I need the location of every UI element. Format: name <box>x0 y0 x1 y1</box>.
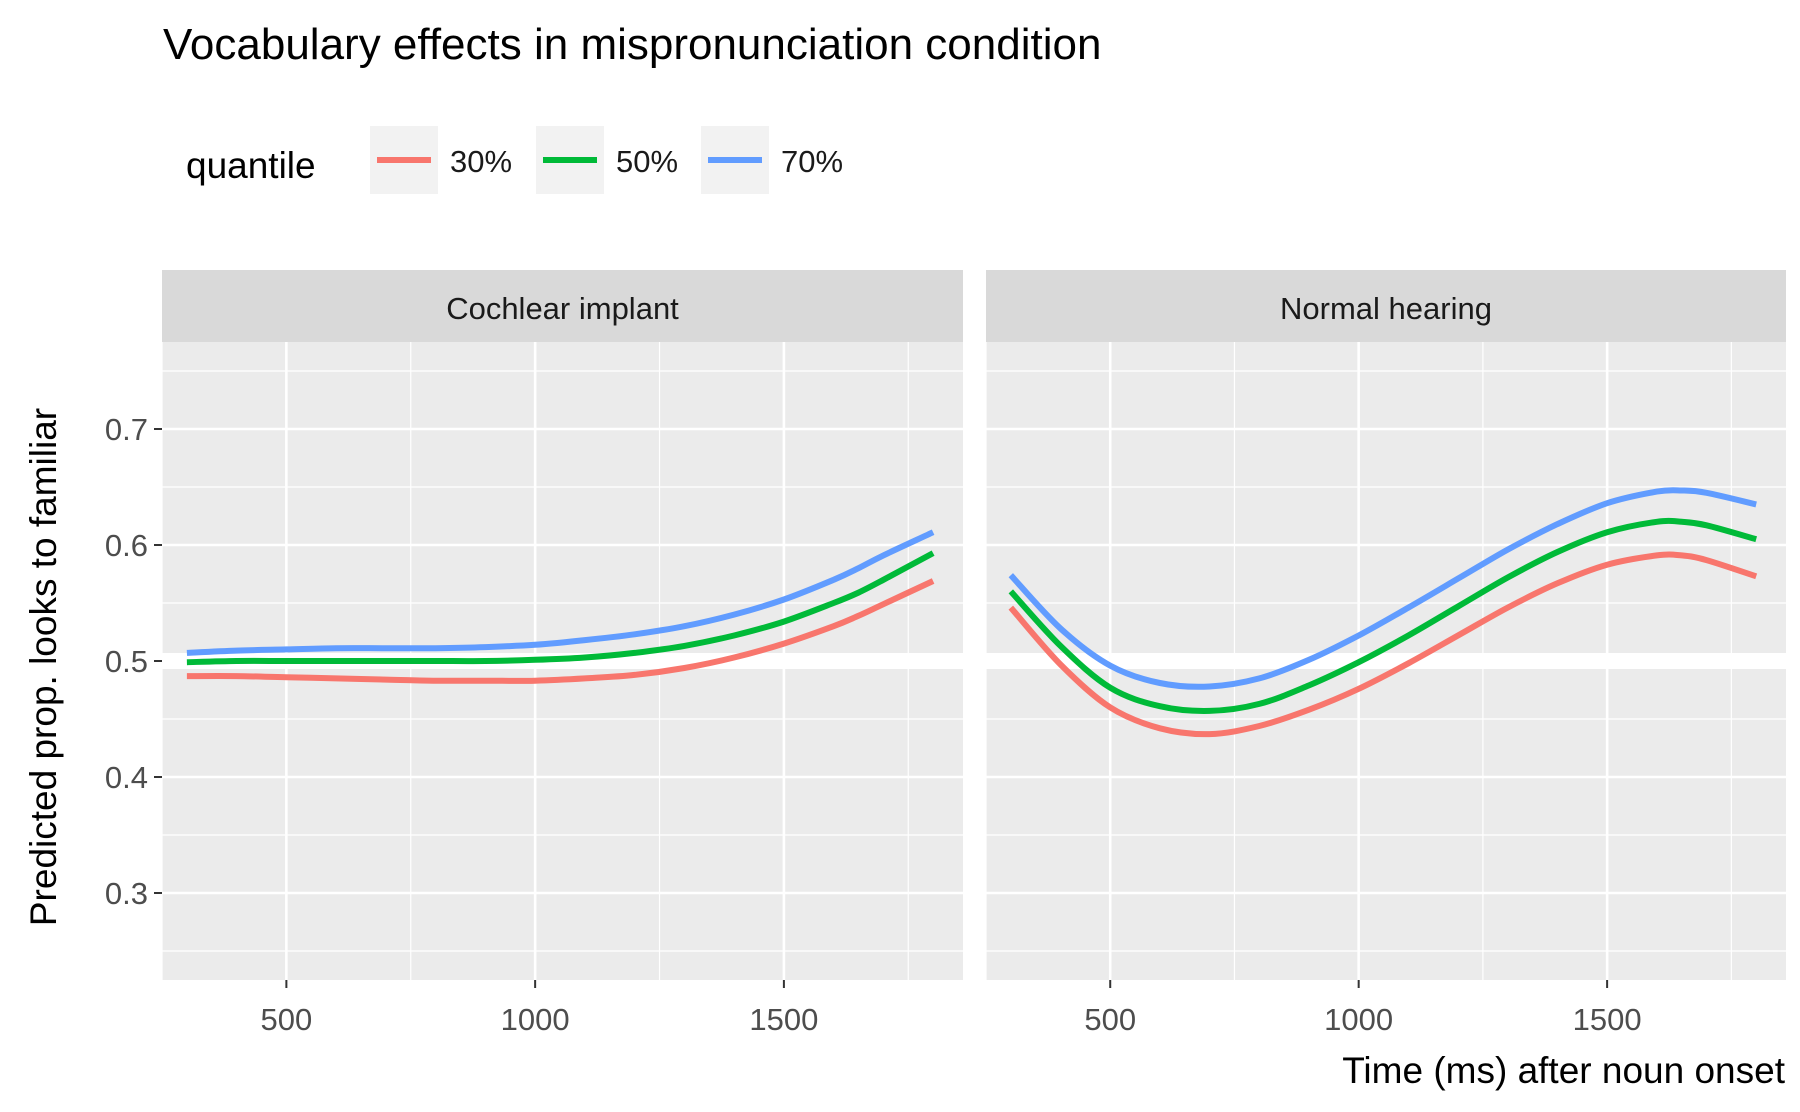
series-line <box>186 529 935 656</box>
series-line <box>1008 517 1758 714</box>
series-line <box>186 550 935 666</box>
series-line <box>1008 551 1758 738</box>
y-tick-label: 0.3 <box>105 876 148 911</box>
facet-panel: Cochlear implant 500 1000 1500 0.3 0.4 0.5 0.6 0… <box>105 270 963 1037</box>
y-tick-label: 0.5 <box>105 644 148 679</box>
facet-label: Normal hearing <box>1280 291 1492 326</box>
panels: Cochlear implant 500 1000 1500 0.3 0.4 0.5 0.6 0… <box>105 270 1786 1037</box>
legend-label: 50% <box>616 144 678 179</box>
facet-strip <box>162 270 963 342</box>
legend: quantile 30% 50% 70% <box>186 126 843 194</box>
legend-title: quantile <box>186 145 316 186</box>
y-tick-label: 0.7 <box>105 412 148 447</box>
facet-label: Cochlear implant <box>446 291 679 326</box>
x-tick-label: 500 <box>1084 1002 1136 1037</box>
facet-panel: Normal hearing 500 1000 1500 <box>985 270 1786 1037</box>
legend-item: 50% <box>536 126 678 194</box>
series-line <box>1008 487 1757 690</box>
y-tick-label: 0.4 <box>105 760 148 795</box>
x-tick-label: 1500 <box>749 1002 818 1037</box>
legend-item: 70% <box>701 126 843 194</box>
chart-title: Vocabulary effects in mispronunciation c… <box>163 20 1101 69</box>
legend-label: 30% <box>450 144 512 179</box>
x-tick-label: 1000 <box>501 1002 570 1037</box>
x-axis-title: Time (ms) after noun onset <box>1342 1050 1786 1091</box>
legend-item: 30% <box>370 126 512 194</box>
legend-label: 70% <box>781 144 843 179</box>
x-tick-label: 1000 <box>1324 1002 1393 1037</box>
x-tick-label: 1500 <box>1573 1002 1642 1037</box>
series-line <box>186 578 935 684</box>
y-tick-label: 0.6 <box>105 528 148 563</box>
facet-strip <box>986 270 1786 342</box>
y-axis-title: Predicted prop. looks to familiar <box>23 408 64 926</box>
x-tick-label: 500 <box>261 1002 313 1037</box>
